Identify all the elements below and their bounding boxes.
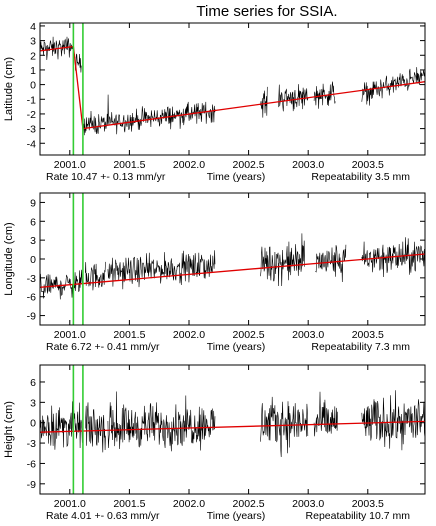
plot-frame [39,22,426,156]
y-axis-label: Height (cm) [3,401,15,458]
x-tick-label: 2002.0 [173,329,205,341]
y-tick-label: 6 [30,216,36,228]
y-tick-label: -1 [27,94,36,106]
data-segment-5 [361,237,425,278]
data-segment-2 [107,391,216,452]
panels: 4 3 2 1 0 -1 -2 -3 -4 2001.0 2001.5 2002.0 2002.5 200… [3,21,426,522]
rate-text: Rate 4.01 +- 0.63 mm/yr [46,510,160,522]
x-tick-label: 2001.0 [54,498,86,510]
y-tick-label: -3 [27,273,36,285]
plot-frame [39,364,426,495]
y-tick-label: -2 [27,109,36,121]
figure-title: Time series for SSIA. [196,3,337,20]
x-tick-label: 2003.5 [352,498,384,510]
fit-line [40,253,425,288]
x-tick-label: 2003.5 [352,329,384,341]
y-tick-label: -6 [27,458,36,470]
data-segment-4 [278,84,309,112]
x-tick-label: 2001.5 [113,498,145,510]
data-segment-3 [260,233,305,287]
y-tick-label: 0 [30,418,36,430]
x-tick-label: 2002.5 [233,498,265,510]
x-tick-label: 2002.5 [233,159,265,171]
x-tick-label: 2002.5 [233,329,265,341]
panel-height: 6 3 0 -3 -6 -9 2001.0 2001.5 2002.0 2002.5 2003.0 2… [3,364,426,522]
data-segment-0 [40,401,84,450]
data-segment-6 [361,67,425,106]
data-segment-1 [85,261,106,291]
y-tick-label: -9 [27,479,36,491]
y-tick-label: -3 [27,124,36,136]
y-tick-label: -3 [27,438,36,450]
data-segment-1 [85,402,106,453]
x-axis-label: Time (years) [207,510,266,522]
fit-line [40,45,425,130]
x-tick-label: 2002.0 [173,498,205,510]
data-series [40,390,425,458]
repeatability-text: Repeatability 7.3 mm [311,341,410,353]
repeatability-text: Repeatability 10.7 mm [306,510,411,522]
data-segment-2 [107,250,216,290]
y-tick-label: 3 [30,397,36,409]
y-axis-label: Longitude (cm) [3,222,15,295]
x-axis-label: Time (years) [207,341,266,353]
y-tick-label: 0 [30,254,36,266]
fit-line [40,420,425,433]
y-tick-label: 4 [30,21,36,33]
y-tick-label: -6 [27,292,36,304]
data-segment-4 [315,244,347,283]
y-tick-label: -9 [27,311,36,323]
y-tick-label: -4 [27,138,36,150]
rate-text: Rate 6.72 +- 0.41 mm/yr [46,341,160,353]
rate-text: Rate 10.47 +- 0.13 mm/yr [46,171,166,183]
data-segment-3 [260,86,268,118]
data-segment-5 [361,390,425,451]
repeatability-text: Repeatability 3.5 mm [311,171,410,183]
y-tick-label: 9 [30,197,36,209]
y-tick-label: 1 [30,65,36,77]
x-tick-label: 2002.0 [173,159,205,171]
data-segment-3 [260,396,309,458]
x-axis-label: Time (years) [207,171,266,183]
x-tick-label: 2001.0 [54,329,86,341]
y-tick-label: 2 [30,50,36,62]
data-series [40,36,425,136]
data-segment-0 [40,269,84,300]
panel-latitude: 4 3 2 1 0 -1 -2 -3 -4 2001.0 2001.5 2002.0 2002.5 200… [3,21,426,183]
x-tick-label: 2001.5 [113,159,145,171]
x-tick-label: 2003.0 [292,329,324,341]
x-tick-label: 2003.5 [352,159,384,171]
data-series [40,233,425,300]
panel-longitude: 9 6 3 0 -3 -6 -9 2001.0 2001.5 2002.0 2002.5 2003.0… [3,192,426,353]
y-tick-label: 0 [30,80,36,92]
x-tick-label: 2003.0 [292,498,324,510]
y-tick-label: 3 [30,235,36,247]
x-tick-label: 2001.5 [113,329,145,341]
x-tick-label: 2001.0 [54,159,86,171]
y-tick-label: 3 [30,36,36,48]
y-axis-label: Latitude (cm) [3,57,15,121]
x-tick-label: 2003.0 [292,159,324,171]
y-tick-label: 6 [30,377,36,389]
